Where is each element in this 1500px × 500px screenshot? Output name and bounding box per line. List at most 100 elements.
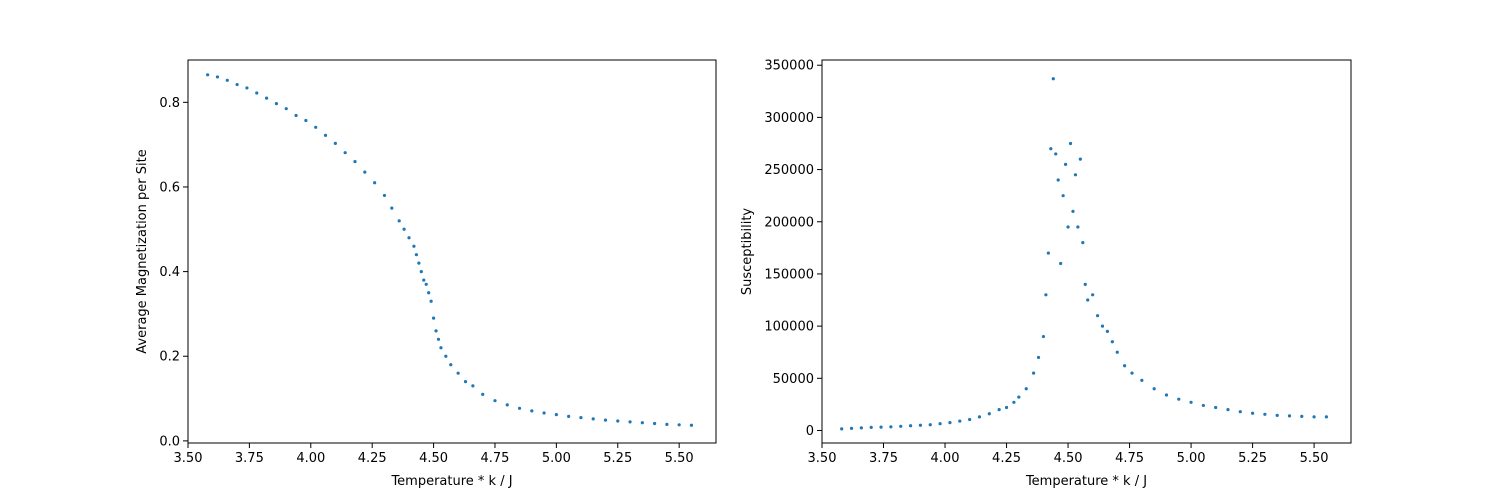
susceptibility-point [1004,405,1009,410]
susceptibility-point [1049,147,1053,151]
susceptibility-point [987,412,991,416]
susceptibility-point [1071,209,1075,213]
magnetization-point [554,413,558,417]
susceptibility-point [1226,408,1230,412]
magnetization-point [505,403,509,407]
magnetization-point [481,392,485,396]
susceptibility-point [1061,194,1065,198]
susceptibility-point [899,424,903,428]
susceptibility-x-tick-label: 5.25 [1238,451,1267,466]
magnetization-point [412,244,416,248]
susceptibility-point [1177,397,1181,401]
magnetization-x-tick-label: 3.50 [174,451,203,466]
susceptibility-point [1054,152,1058,156]
susceptibility-point [1083,282,1087,286]
magnetization-x-tick-label: 4.00 [296,451,325,466]
susceptibility-point [997,408,1001,412]
susceptibility-point [958,419,962,423]
susceptibility-point [918,423,923,427]
susceptibility-point [1140,378,1144,382]
magnetization-y-axis-label: Average Magnetization per Site [135,149,150,353]
susceptibility-point [1152,387,1156,391]
magnetization-point [373,181,377,185]
magnetization-point [628,420,632,424]
susceptibility-x-tick-label: 4.50 [1054,451,1083,466]
magnetization-point [353,159,357,164]
susceptibility-point [1024,387,1028,391]
susceptibility-x-ticks: 3.50 3.75 4.00 4.25 4.50 4.75 5.00 5.25 5.50 [808,443,1329,466]
susceptibility-point [1250,411,1255,415]
magnetization-point [689,423,694,427]
magnetization-points [206,73,694,427]
magnetization-x-axis-label: Temperature * k / J [390,474,512,489]
susceptibility-y-axis-label: Susceptibility [740,208,755,296]
magnetization-point [274,101,279,106]
susceptibility-point [1324,415,1328,419]
magnetization-point [407,236,411,240]
magnetization-point [424,282,428,286]
susceptibility-point [977,415,982,419]
magnetization-point [402,227,406,231]
susceptibility-point [1189,400,1193,404]
susceptibility-point [1073,173,1078,177]
susceptibility-y-tick-label: 350000 [764,59,814,74]
susceptibility-y-tick-label: 250000 [764,163,814,178]
magnetization-point [640,421,644,425]
magnetization-point [419,270,423,274]
susceptibility-point [1123,364,1127,368]
susceptibility-point [1110,340,1114,344]
magnetization-point [603,418,608,422]
susceptibility-y-ticks: 0 50000 100000 150000 200000 250000 300000 3500… [764,59,822,439]
magnetization-point [314,125,318,129]
susceptibility-y-tick-label: 200000 [764,215,814,230]
susceptibility-point [849,426,854,430]
magnetization-point [363,170,367,174]
magnetization-axes-frame [187,59,717,444]
susceptibility-point [1032,371,1036,375]
susceptibility-y-tick-label: 100000 [764,320,814,335]
susceptibility-point [1201,403,1205,408]
susceptibility-x-tick-label: 5.00 [1177,451,1206,466]
magnetization-point [471,384,475,388]
magnetization-point [449,363,453,367]
magnetization-point [255,91,259,95]
susceptibility-point [1086,298,1090,302]
susceptibility-point [1164,393,1169,397]
magnetization-point [665,422,669,426]
susceptibility-points [840,77,1328,431]
susceptibility-plot: 3.50 3.75 4.00 4.25 4.50 4.75 5.00 5.25 5.50 0 50… [740,59,1352,489]
magnetization-point [397,219,401,223]
susceptibility-y-tick-label: 150000 [764,267,814,282]
susceptibility-point [840,427,844,431]
magnetization-point [517,406,522,410]
susceptibility-y-tick-label: 300000 [764,111,814,126]
magnetization-point [493,399,497,403]
magnetization-x-tick-label: 3.75 [235,451,264,466]
susceptibility-x-tick-label: 4.00 [931,451,960,466]
magnetization-y-tick-label: 0.8 [159,96,180,111]
magnetization-x-tick-label: 4.25 [358,451,387,466]
magnetization-point [235,82,239,87]
susceptibility-point [1300,414,1304,418]
magnetization-point [343,151,347,155]
magnetization-point [542,411,546,415]
magnetization-point [417,261,421,265]
magnetization-y-ticks: 0.0 0.2 0.4 0.6 0.8 [159,96,188,449]
magnetization-point [444,354,448,358]
magnetization-point [677,423,681,427]
susceptibility-point [1063,162,1068,166]
magnetization-plot: 3.50 3.75 4.00 4.25 4.50 4.75 5.00 5.25 5.50 0.0… [135,59,717,489]
magnetization-point [422,278,426,282]
magnetization-point [264,96,269,100]
magnetization-y-tick-label: 0.2 [159,350,180,365]
susceptibility-point [1078,157,1082,161]
susceptibility-x-axis-label: Temperature * k / J [1025,474,1147,489]
susceptibility-point [1275,413,1279,417]
magnetization-point [439,346,443,350]
magnetization-x-tick-label: 5.50 [665,451,694,466]
susceptibility-point [968,417,972,422]
susceptibility-point [869,425,873,429]
susceptibility-point [1115,350,1119,354]
susceptibility-point [1105,329,1110,333]
susceptibility-point [1081,241,1085,245]
